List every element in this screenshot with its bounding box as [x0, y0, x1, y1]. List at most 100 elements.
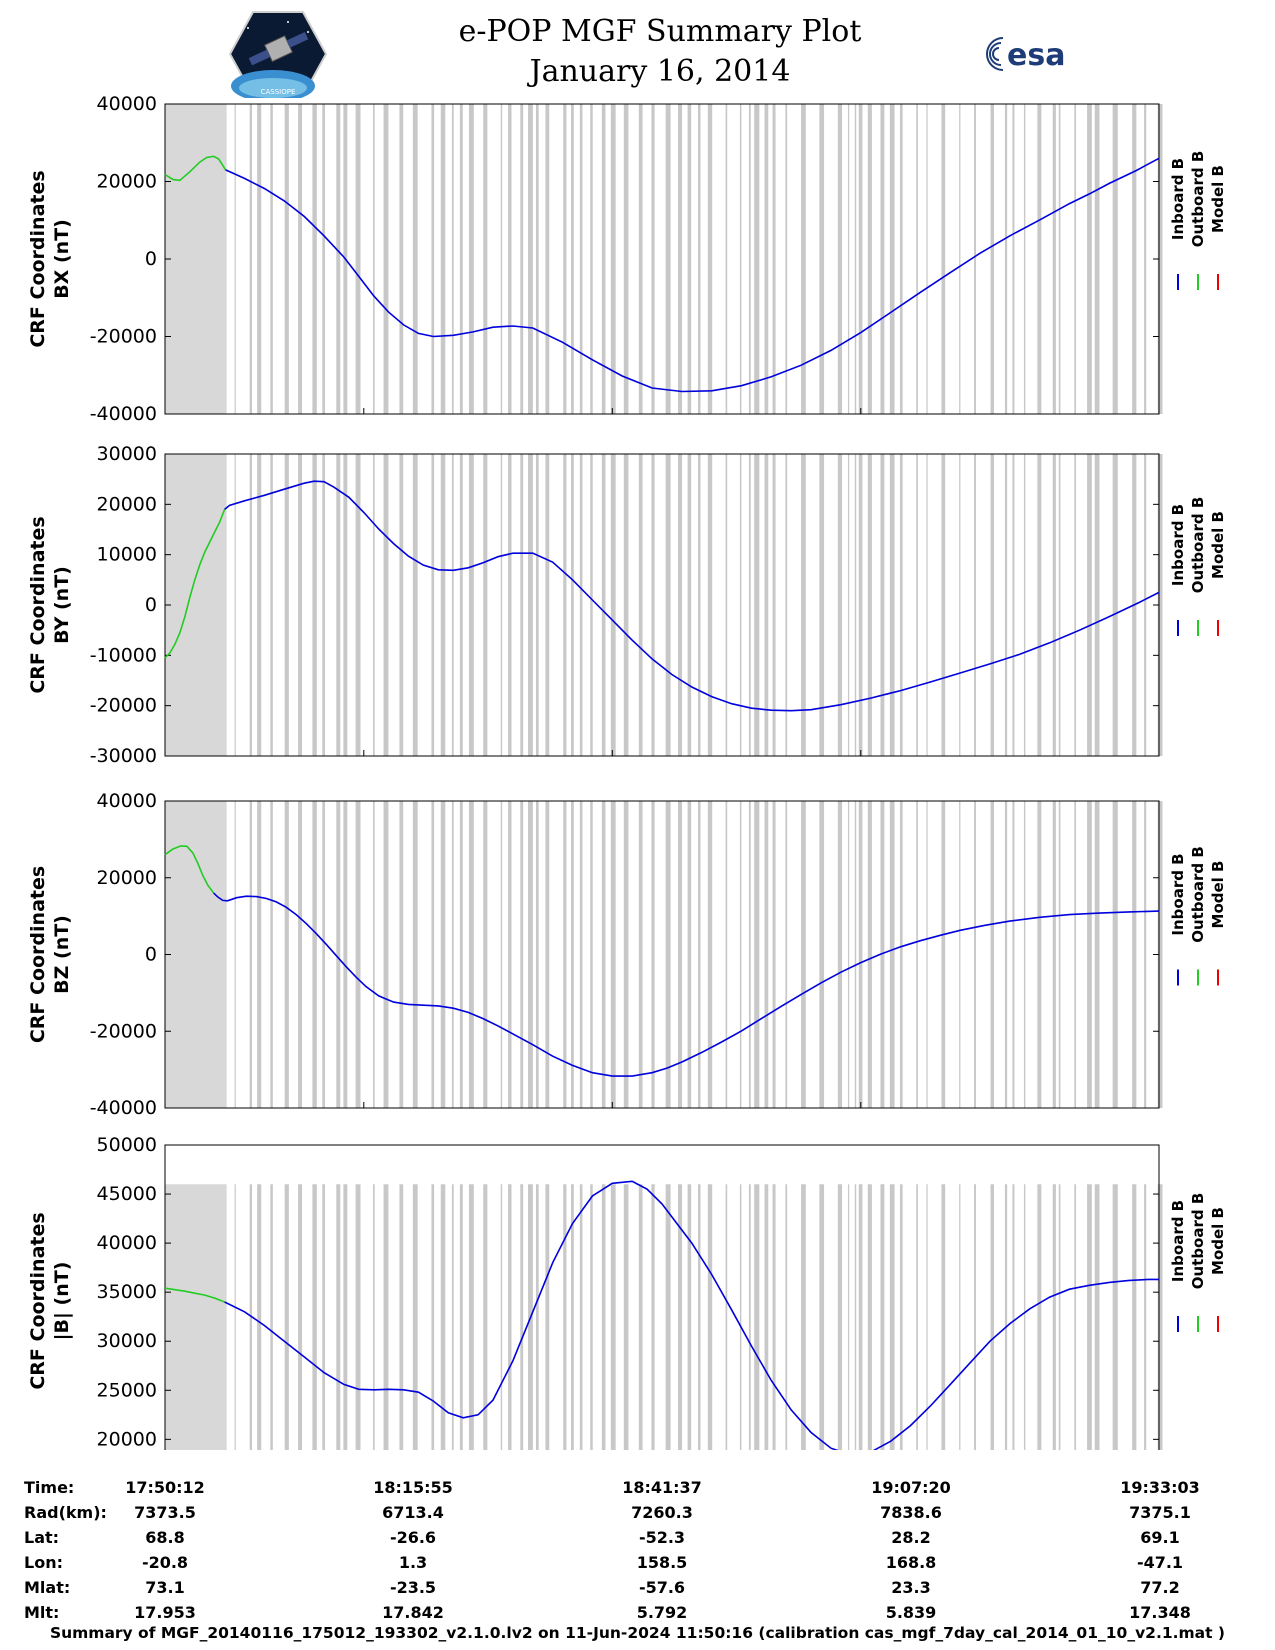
coverage-stripe	[697, 454, 701, 756]
coverage-stripe	[500, 454, 503, 756]
coverage-stripe	[697, 1184, 701, 1450]
coverage-stripe	[468, 801, 474, 1108]
coverage-stripe	[399, 1184, 404, 1450]
table-cell: 17.348	[1129, 1603, 1191, 1622]
coverage-stripe	[610, 104, 616, 414]
coverage-stripe	[1157, 454, 1163, 756]
coverage-stripe	[355, 801, 361, 1108]
coverage-stripe	[1058, 104, 1061, 414]
coverage-stripe	[854, 1184, 857, 1450]
coverage-stripe	[707, 1184, 713, 1450]
coverage-stripe	[739, 454, 742, 756]
coverage-stripe	[926, 454, 928, 756]
coverage-block	[165, 1184, 227, 1450]
coverage-stripe	[1087, 454, 1092, 756]
coverage-stripe	[1112, 104, 1118, 414]
table-row: Mlat: 73.1 -23.5 -57.6 23.3 77.2	[0, 1576, 1275, 1600]
coverage-stripe	[500, 1184, 503, 1450]
table-cell: 18:41:37	[622, 1478, 702, 1497]
coverage-stripe	[1094, 801, 1100, 1108]
coverage-stripe	[1012, 104, 1015, 414]
cassiope-logo-text: CASSIOPE	[261, 88, 296, 96]
coverage-stripe	[1087, 801, 1092, 1108]
y-tick-label: 0	[145, 248, 157, 270]
table-cell: 23.3	[891, 1578, 931, 1597]
coverage-stripe	[974, 104, 977, 414]
y-tick-label: 20000	[97, 171, 157, 193]
coverage-stripe	[234, 104, 236, 414]
table-cell: 17.842	[382, 1603, 444, 1622]
coverage-stripe	[990, 454, 994, 756]
coverage-stripe	[399, 104, 404, 414]
y-tick-label: -10000	[90, 644, 157, 666]
plot-title: e-POP MGF Summary Plot	[458, 14, 862, 49]
coverage-stripe	[257, 454, 262, 756]
coverage-stripe	[249, 104, 253, 414]
series-inboard-b	[213, 892, 1160, 1077]
coverage-stripe	[343, 801, 348, 1108]
table-cell: -26.6	[389, 1528, 437, 1547]
coverage-stripe	[610, 801, 616, 1108]
coverage-stripe	[764, 1184, 769, 1450]
coverage-stripe	[355, 1184, 361, 1450]
coverage-stripe	[754, 1184, 760, 1450]
coverage-stripe	[270, 454, 273, 756]
coverage-stripe	[399, 454, 404, 756]
coverage-stripe	[847, 104, 850, 414]
y-tick-label: 20000	[97, 1428, 157, 1450]
coverage-stripe	[651, 454, 655, 756]
y-tick-label: 50000	[97, 1134, 157, 1156]
coverage-stripe	[1094, 104, 1100, 414]
coverage-stripe	[412, 1184, 418, 1450]
coverage-stripe	[678, 801, 683, 1108]
legend-label: Inboard B	[1169, 1200, 1187, 1282]
coverage-stripe	[687, 454, 692, 756]
coverage-stripe	[312, 454, 317, 756]
coverage-stripe	[772, 801, 776, 1108]
coverage-stripe	[651, 1184, 655, 1450]
coverage-stripe	[459, 104, 463, 414]
y-axis-label: BY (nT)	[51, 566, 73, 644]
coverage-stripe	[1132, 1184, 1137, 1450]
coverage-stripe	[941, 454, 946, 756]
coverage-stripe	[1058, 454, 1061, 756]
table-row-label: Mlat:	[24, 1578, 71, 1597]
series-inboard-b	[225, 157, 1160, 393]
coverage-stripe	[819, 801, 825, 1108]
coverage-stripe	[801, 1184, 806, 1450]
coverage-stripe	[590, 454, 593, 756]
coverage-stripe	[990, 104, 994, 414]
coverage-stripe	[1144, 104, 1147, 414]
coverage-stripe	[785, 1184, 788, 1450]
series-outboard-b	[164, 155, 227, 182]
table-row-label: Mlt:	[24, 1603, 60, 1622]
coverage-stripe	[298, 454, 303, 756]
coverage-stripe	[837, 454, 843, 756]
table-cell: -20.8	[141, 1553, 189, 1572]
coverage-stripe	[899, 454, 903, 756]
coverage-stripe	[257, 801, 262, 1108]
coverage-stripe	[687, 801, 692, 1108]
coverage-stripe	[819, 454, 825, 756]
coverage-stripe	[725, 104, 728, 414]
coverage-stripe	[483, 104, 488, 414]
y-axis-label: |B| (nT)	[51, 1262, 73, 1341]
esa-logo-text: esa	[1007, 38, 1065, 73]
coverage-stripe	[1157, 801, 1163, 1108]
coverage-stripe	[284, 1184, 289, 1450]
coverage-stripe	[764, 801, 769, 1108]
coverage-stripe	[536, 801, 539, 1108]
coverage-stripe	[974, 454, 977, 756]
coverage-stripe	[483, 801, 488, 1108]
coverage-stripe	[1037, 454, 1042, 756]
coverage-stripe	[468, 1184, 474, 1450]
coverage-stripe	[336, 454, 341, 756]
coverage-stripe	[1023, 104, 1026, 414]
coverage-stripe	[336, 1184, 341, 1450]
coverage-stripe	[312, 1184, 317, 1450]
legend-label: Inboard B	[1169, 158, 1187, 240]
coverage-stripe	[601, 104, 606, 414]
series-inboard-b	[224, 1180, 1159, 1450]
coverage-stripe	[590, 1184, 593, 1450]
coverage-stripe	[819, 104, 825, 414]
